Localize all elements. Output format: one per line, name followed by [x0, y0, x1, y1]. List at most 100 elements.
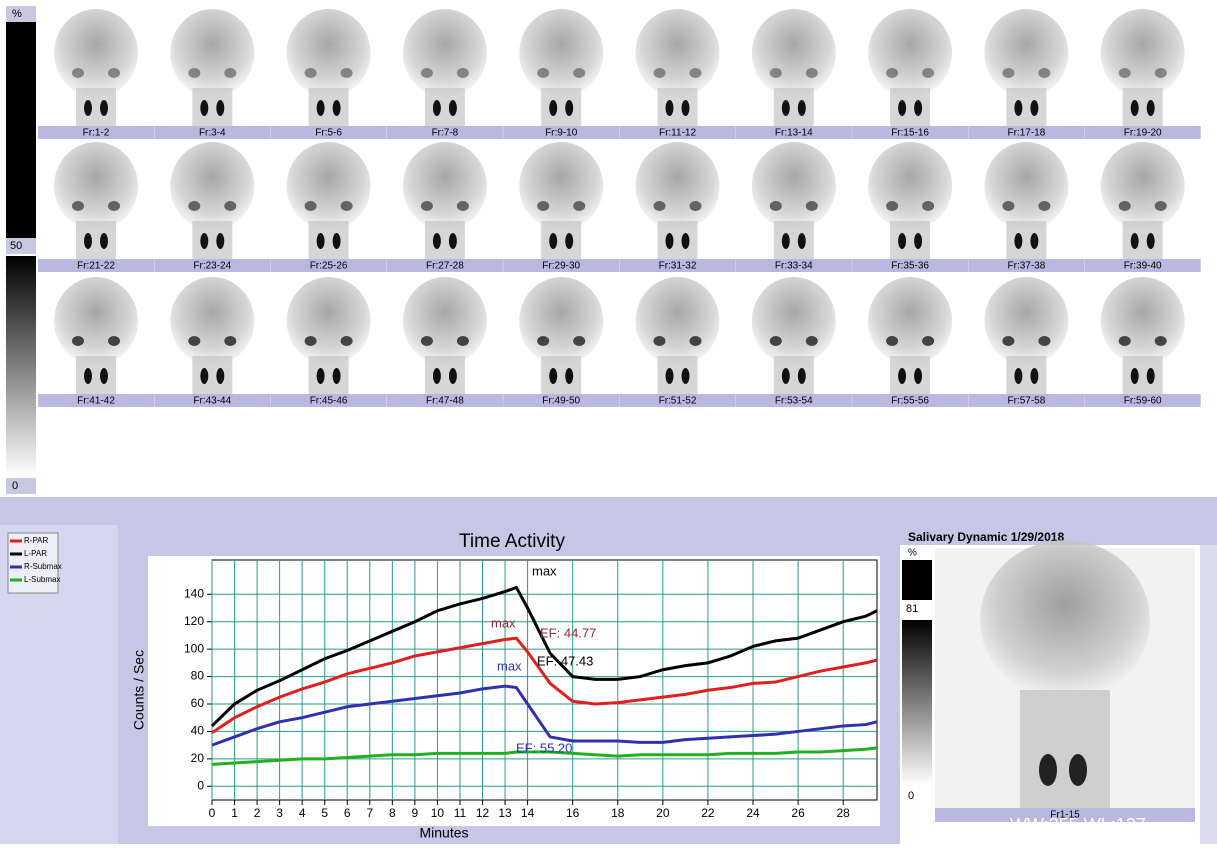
- thumb-gland: [1155, 68, 1167, 78]
- thumb-gland: [666, 368, 674, 384]
- thumb-head: [287, 142, 371, 230]
- thumb-neck: [541, 221, 581, 259]
- y-tick-label: 20: [191, 751, 205, 765]
- thumb-head: [752, 9, 836, 97]
- thumb-gland: [565, 233, 573, 249]
- thumb-head: [403, 9, 487, 97]
- scrollbar[interactable]: [1200, 545, 1217, 844]
- thumb-gland: [898, 368, 906, 384]
- thumb-neck: [890, 221, 930, 259]
- thumb-gland: [1014, 233, 1022, 249]
- thumb-label: Fr:31-32: [659, 261, 697, 272]
- thumb-head: [868, 9, 952, 97]
- y-tick-label: 40: [191, 724, 205, 738]
- viewer-title: Salivary Dynamic 1/29/2018: [908, 530, 1064, 544]
- thumb-head: [519, 142, 603, 230]
- thumb-gland: [782, 233, 790, 249]
- thumb-label: Fr:57-58: [1008, 396, 1046, 407]
- thumb-neck: [774, 221, 814, 259]
- viewer-scale-top: %: [908, 548, 917, 559]
- thumb-neck: [425, 356, 465, 394]
- thumb-gland: [421, 201, 433, 211]
- thumb-gland: [1038, 336, 1050, 346]
- thumb-head: [636, 9, 720, 97]
- thumb-gland: [1030, 233, 1038, 249]
- thumb-neck: [1006, 356, 1046, 394]
- thumb-gland: [537, 68, 549, 78]
- thumb-label: Fr:29-30: [542, 261, 580, 272]
- thumb-gland: [914, 368, 922, 384]
- thumb-gland: [549, 233, 557, 249]
- thumb-label: Fr:5-6: [315, 128, 342, 139]
- thumb-head: [984, 9, 1068, 97]
- thumb-label: Fr:3-4: [199, 128, 226, 139]
- scale-black: [6, 22, 36, 238]
- thumb-gland: [654, 336, 666, 346]
- thumb-gland: [449, 233, 457, 249]
- frame-grid: Fr:1-2Fr:3-4Fr:5-6Fr:7-8Fr:9-10Fr:11-12F…: [38, 8, 1201, 407]
- y-tick-label: 60: [191, 696, 205, 710]
- x-tick-label: 11: [454, 806, 467, 820]
- x-tick-label: 22: [701, 806, 715, 820]
- thumb-gland: [1147, 368, 1155, 384]
- legend-label: R-PAR: [24, 536, 49, 545]
- thumb-gland: [108, 201, 120, 211]
- thumb-gland: [1119, 68, 1131, 78]
- thumb-label: Fr:17-18: [1008, 128, 1046, 139]
- thumb-gland: [108, 336, 120, 346]
- x-tick-label: 20: [656, 806, 670, 820]
- x-tick-label: 4: [299, 806, 306, 820]
- thumb-neck: [425, 221, 465, 259]
- thumb-neck: [658, 88, 698, 126]
- thumb-gland: [433, 368, 441, 384]
- thumb-gland: [690, 336, 702, 346]
- x-tick-label: 16: [566, 806, 580, 820]
- scale-gradient: [6, 256, 36, 476]
- thumb-label: Fr:11-12: [659, 128, 696, 139]
- viewer-window: WW:255 WL:127: [1010, 815, 1146, 835]
- thumb-gland: [565, 368, 573, 384]
- thumb-gland: [1038, 68, 1050, 78]
- x-tick-label: 13: [498, 806, 512, 820]
- neck-blob: [1020, 690, 1110, 810]
- thumb-gland: [100, 368, 108, 384]
- thumb-label: Fr:59-60: [1124, 396, 1162, 407]
- thumb-gland: [100, 233, 108, 249]
- thumb-gland: [1014, 368, 1022, 384]
- thumb-gland: [898, 100, 906, 116]
- thumb-gland: [1119, 336, 1131, 346]
- thumb-gland: [682, 368, 690, 384]
- thumb-gland: [922, 336, 934, 346]
- x-tick-label: 12: [476, 806, 490, 820]
- thumb-head: [170, 142, 254, 230]
- x-tick-label: 5: [321, 806, 328, 820]
- thumb-gland: [188, 68, 200, 78]
- y-tick-label: 100: [184, 641, 204, 655]
- thumb-gland: [457, 336, 469, 346]
- thumb-head: [519, 277, 603, 365]
- y-tick-label: 80: [191, 669, 205, 683]
- thumb-gland: [1038, 201, 1050, 211]
- thumb-gland: [1131, 368, 1139, 384]
- thumb-gland: [690, 201, 702, 211]
- y-axis-label: Counts / Sec: [131, 650, 147, 730]
- thumb-label: Fr:37-38: [1008, 261, 1046, 272]
- scale-mid: 50: [10, 240, 22, 252]
- thumb-gland: [1002, 201, 1014, 211]
- legend-label: L-PAR: [24, 549, 47, 558]
- thumb-gland: [886, 201, 898, 211]
- screen: % 50 0 Fr:1-2Fr:3-4Fr:5-6Fr:7-8Fr:9-10Fr…: [0, 0, 1217, 844]
- thumb-gland: [573, 201, 585, 211]
- thumb-gland: [682, 100, 690, 116]
- thumb-neck: [774, 88, 814, 126]
- thumb-gland: [305, 201, 317, 211]
- thumb-gland: [108, 68, 120, 78]
- thumb-gland: [224, 201, 236, 211]
- thumb-head: [1101, 9, 1185, 97]
- thumb-gland: [1147, 100, 1155, 116]
- thumb-gland: [798, 233, 806, 249]
- thumb-gland: [333, 100, 341, 116]
- thumb-label: Fr:21-22: [77, 261, 115, 272]
- thumb-gland: [72, 201, 84, 211]
- thumb-gland: [922, 201, 934, 211]
